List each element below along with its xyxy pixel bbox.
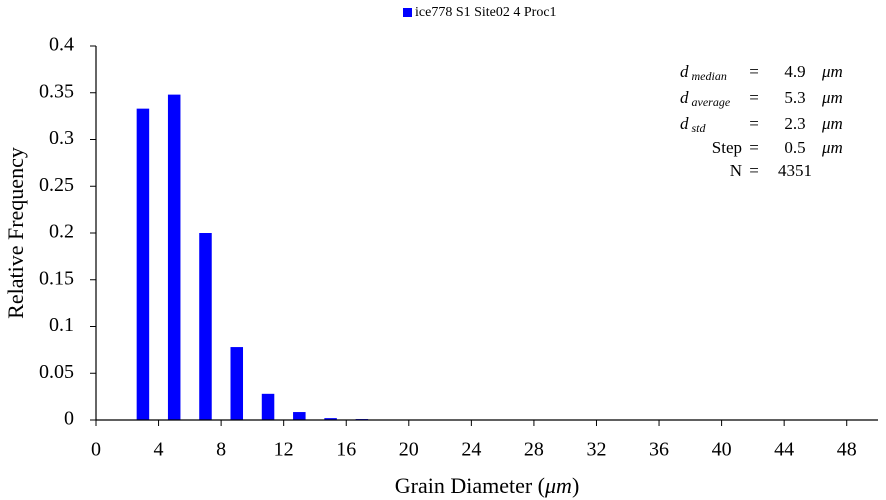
stat-symbol: d	[680, 114, 689, 133]
x-tick-label: 0	[91, 439, 101, 461]
stat-label: d average	[680, 88, 731, 109]
bar	[136, 108, 150, 421]
stat-unit: μm	[821, 114, 843, 133]
y-tick-label: 0.1	[49, 314, 74, 336]
x-tick-label: 20	[399, 439, 419, 461]
x-tick-label: 44	[774, 439, 794, 461]
stat-value: 0.5	[784, 138, 805, 157]
bar	[324, 418, 337, 420]
bar	[261, 393, 275, 420]
stat-value: 4.9	[784, 62, 805, 81]
stat-equals: =	[749, 114, 759, 133]
bar	[199, 233, 212, 420]
x-tick-label: 4	[154, 439, 164, 461]
x-axis-label-text: Grain Diameter (	[395, 473, 545, 498]
stat-label: d median	[680, 62, 727, 83]
x-tick-label: 16	[336, 439, 356, 461]
x-tick-label: 32	[586, 439, 606, 461]
bar	[293, 412, 306, 420]
y-tick-label: 0	[64, 408, 74, 430]
x-tick-label: 12	[274, 439, 294, 461]
stat-label: Step	[712, 138, 742, 157]
y-axis-label: Relative Frequency	[3, 147, 28, 319]
stat-label: d std	[680, 114, 707, 135]
stat-subscript: average	[692, 95, 731, 109]
x-tick-label: 36	[649, 439, 669, 461]
stat-symbol: d	[680, 88, 689, 107]
x-axis-label-close: )	[572, 473, 579, 498]
y-tick-label: 0.35	[39, 80, 74, 102]
x-tick-label: 8	[216, 439, 226, 461]
stat-value: 5.3	[784, 88, 805, 107]
x-tick-label: 48	[837, 439, 857, 461]
x-axis-label: Grain Diameter (μm)	[395, 473, 580, 498]
stat-subscript: std	[692, 121, 707, 135]
stat-equals: =	[749, 88, 759, 107]
stat-label: N	[730, 161, 742, 180]
y-tick-label: 0.4	[49, 34, 74, 56]
y-tick-label: 0.05	[39, 361, 74, 383]
legend-swatch	[403, 8, 412, 17]
stat-equals: =	[749, 161, 759, 180]
legend-label: ice778 S1 Site02 4 Proc1	[415, 5, 557, 20]
stat-unit: μm	[821, 88, 843, 107]
bar	[230, 347, 244, 420]
stat-equals: =	[749, 138, 759, 157]
stat-subscript: median	[692, 69, 727, 83]
x-tick-label: 40	[712, 439, 732, 461]
stat-value: 2.3	[784, 114, 805, 133]
y-tick-label: 0.15	[39, 267, 74, 289]
stat-equals: =	[749, 62, 759, 81]
x-tick-label: 24	[461, 439, 481, 461]
stat-value: 4351	[778, 161, 812, 180]
y-tick-label: 0.25	[39, 174, 74, 196]
bar	[167, 94, 181, 421]
y-tick-label: 0.3	[49, 127, 74, 149]
y-tick-label: 0.2	[49, 221, 74, 243]
stat-unit: μm	[821, 138, 843, 157]
stat-symbol: d	[680, 62, 689, 81]
x-tick-label: 28	[524, 439, 544, 461]
stat-unit: μm	[821, 62, 843, 81]
x-axis-label-unit: μm	[544, 473, 572, 498]
